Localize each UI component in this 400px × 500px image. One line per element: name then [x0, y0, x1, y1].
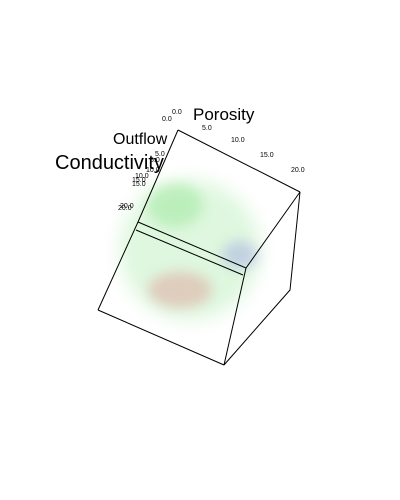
z-tick-label: 5.0 — [150, 157, 160, 164]
y-tick-label: 20.0 — [120, 203, 134, 210]
box-edge-back-right — [223, 191, 301, 366]
box-edge-front-bottom — [97, 309, 225, 366]
x-tick-label: 20.0 — [291, 167, 305, 174]
volume-blobs — [120, 180, 260, 320]
z-tick-label: 15.0 — [132, 177, 146, 184]
z-axis-title: Conductivity — [55, 152, 164, 174]
blob-red — [148, 272, 212, 308]
y-tick-label: 15.0 — [132, 181, 146, 188]
bounding-box — [97, 129, 301, 366]
blob-green-inner — [147, 183, 203, 227]
x-tick-label: 5.0 — [202, 125, 212, 132]
x-axis-title: Porosity — [193, 105, 255, 124]
z-tick-label: 20.0 — [118, 205, 132, 212]
box-edge-front-vertical — [223, 267, 247, 366]
y-tick-label: 0.0 — [172, 109, 182, 116]
z-tick-label: 0.0 — [162, 116, 172, 123]
box-edge-top — [177, 129, 301, 193]
box-edge-mid-lower — [135, 229, 244, 276]
y-tick-label: 10.0 — [146, 167, 160, 174]
x-tick-label: 15.0 — [260, 152, 274, 159]
y-tick-label: 5.0 — [155, 151, 165, 158]
x-tick-label: 10.0 — [231, 137, 245, 144]
y-axis-title: Outflow — [113, 131, 168, 148]
z-tick-label: 10.0 — [135, 173, 149, 180]
blob-blue — [222, 241, 258, 269]
